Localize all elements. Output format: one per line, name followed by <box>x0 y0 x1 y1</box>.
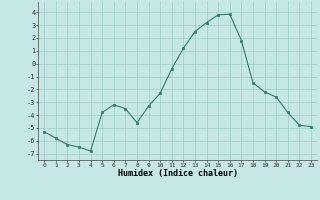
X-axis label: Humidex (Indice chaleur): Humidex (Indice chaleur) <box>118 169 238 178</box>
